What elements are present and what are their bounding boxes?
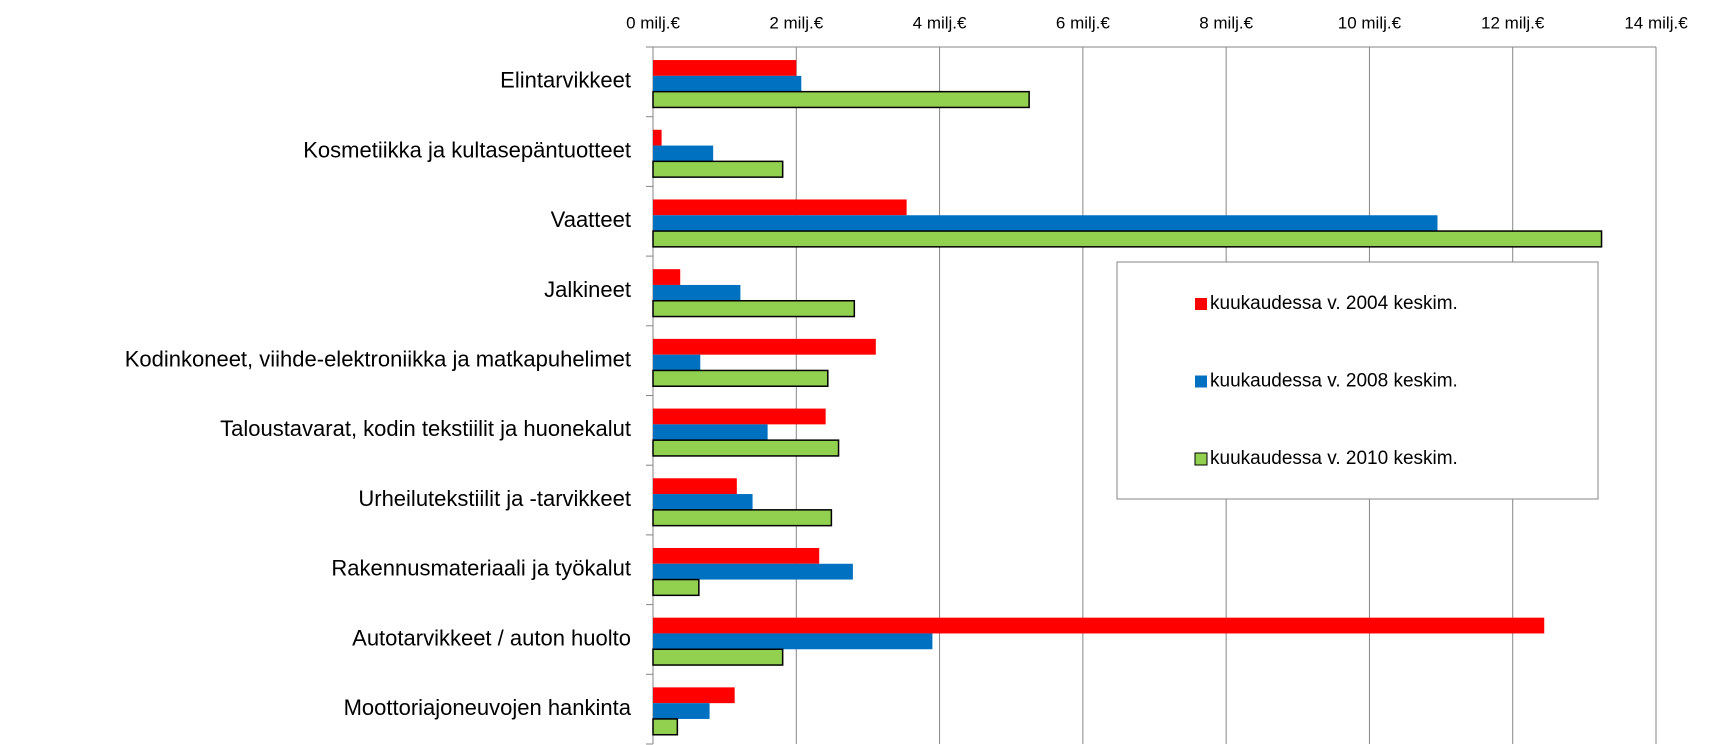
x-tick-label: 4 milj.€ (913, 13, 967, 32)
x-tick-label: 14 milj.€ (1624, 13, 1688, 32)
x-tick-label: 0 milj.€ (626, 13, 680, 32)
x-tick-label: 12 milj.€ (1481, 13, 1545, 32)
bar (653, 617, 1545, 634)
x-tick-label: 10 milj.€ (1338, 13, 1402, 32)
bar (652, 439, 840, 457)
y-tick-label: Kodinkoneet, viihde-elektroniikka ja mat… (125, 346, 631, 371)
bar (652, 578, 700, 597)
y-tick-label: Autotarvikkeet / auton huolto (352, 625, 631, 650)
y-tick-label: Moottoriajoneuvojen hankinta (344, 695, 632, 720)
bar (653, 354, 701, 371)
legend-label: kuukaudessa v. 2004 keskim. (1210, 293, 1458, 314)
y-tick-label: Urheilutekstiilit ja -tarvikkeet (358, 486, 631, 511)
bar (653, 60, 797, 76)
bar (653, 199, 907, 216)
bar (653, 145, 714, 162)
bar (653, 338, 876, 355)
legend-label: kuukaudessa v. 2010 keskim. (1210, 448, 1458, 469)
bar (653, 494, 753, 510)
x-tick-label: 6 milj.€ (1056, 13, 1110, 32)
bar (653, 408, 826, 425)
legend-marker (1195, 375, 1207, 388)
x-tick-label: 2 milj.€ (769, 13, 823, 32)
legend-label: kuukaudessa v. 2008 keskim. (1210, 371, 1458, 392)
y-tick-label: Elintarvikkeet (500, 68, 631, 93)
bar (653, 478, 737, 495)
bar (652, 718, 679, 736)
bar (653, 215, 1438, 232)
bar (653, 129, 662, 146)
bar (652, 90, 1030, 109)
bar (653, 284, 741, 301)
bar (652, 648, 784, 666)
y-tick-label: Jalkineet (544, 277, 631, 302)
bar (653, 563, 853, 580)
bar (653, 547, 820, 564)
bar (652, 369, 829, 387)
bar (652, 160, 784, 178)
y-tick-label: Rakennusmateriaali ja työkalut (331, 556, 631, 581)
legend-marker (1195, 298, 1207, 310)
bar (653, 633, 933, 650)
bar (653, 703, 710, 719)
bar (653, 75, 802, 92)
y-tick-label: Kosmetiikka ja kultasepäntuotteet (303, 137, 631, 162)
bar (652, 230, 1603, 248)
bar (653, 269, 681, 285)
y-tick-label: Vaatteet (551, 207, 631, 232)
y-tick-label: Taloustavarat, kodin tekstiilit ja huone… (220, 416, 631, 441)
bar (652, 300, 856, 318)
x-tick-label: 8 milj.€ (1199, 13, 1253, 32)
bar (653, 687, 735, 704)
legend-marker (1194, 452, 1208, 466)
bar (652, 509, 833, 527)
bar (653, 424, 768, 441)
